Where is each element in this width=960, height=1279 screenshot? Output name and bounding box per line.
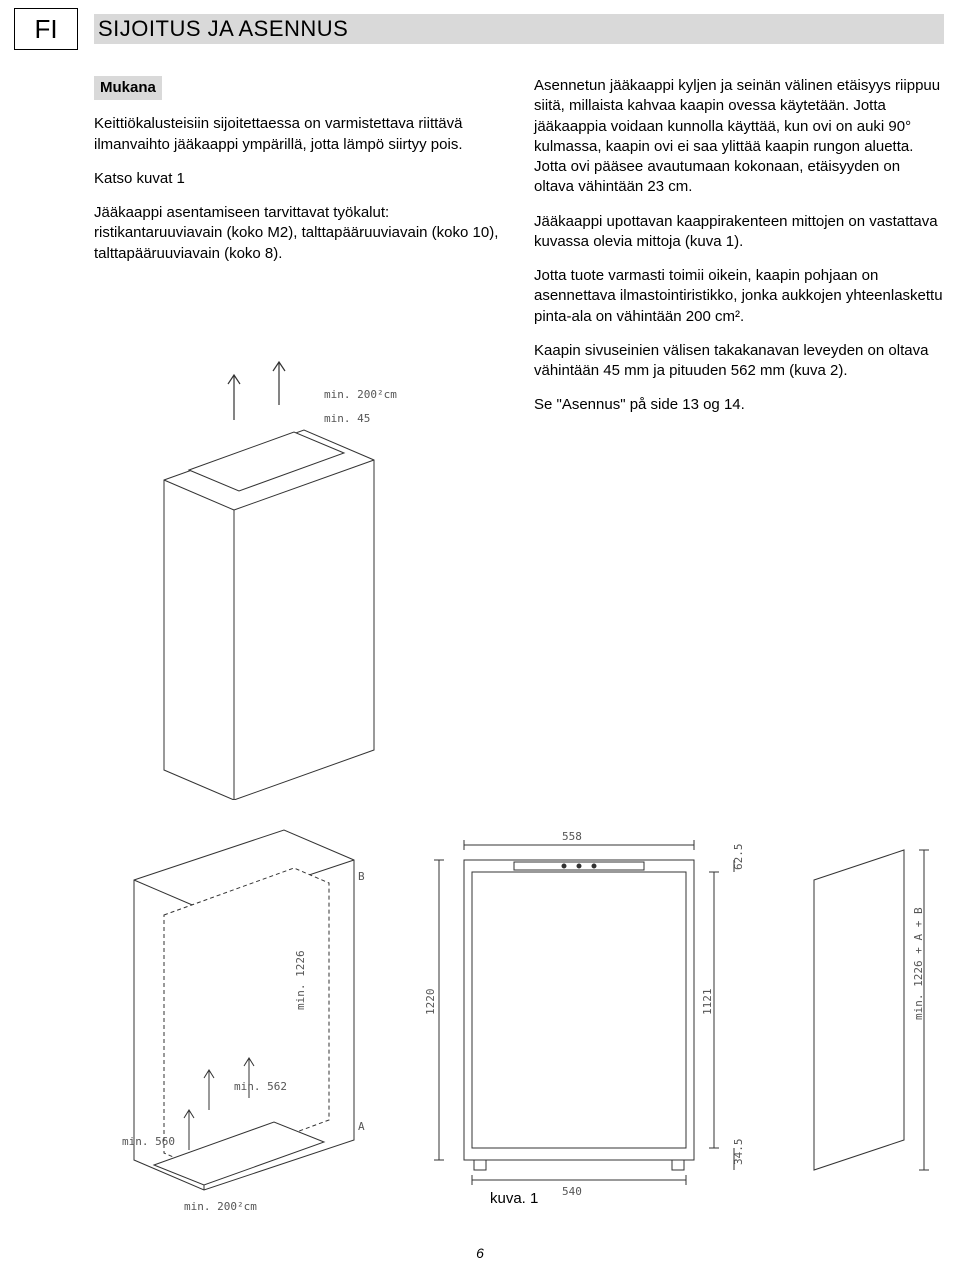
label-min560: min. 560: [122, 1135, 175, 1148]
label-A: A: [358, 1120, 365, 1133]
left-para-1: Keittiökalusteisiin sijoitettaessa on va…: [94, 114, 504, 155]
label-min45: min. 45: [324, 412, 370, 425]
label-1220: 1220: [424, 989, 437, 1016]
label-540: 540: [562, 1185, 582, 1198]
label-345: 34.5: [732, 1139, 745, 1166]
diagram-lower-row: min. 560 min. 562 min. 1226 B A min. 200…: [94, 810, 944, 1220]
right-para-3: Jotta tuote varmasti toimii oikein, kaap…: [534, 266, 944, 327]
left-para-2: Katso kuvat 1: [94, 169, 504, 189]
right-para-2: Jääkaappi upottavan kaappirakenteen mitt…: [534, 212, 944, 253]
subtitle: Mukana: [94, 76, 162, 100]
section-title-bar: SIJOITUS JA ASENNUS: [94, 14, 944, 44]
label-B: B: [358, 870, 365, 883]
label-panel: min. 1226 + A + B: [912, 907, 925, 1020]
right-para-4: Kaapin sivuseinien välisen takakanavan l…: [534, 341, 944, 382]
label-min200-bottom: min. 200²cm: [184, 1200, 257, 1213]
right-column: Asennetun jääkaappi kyljen ja seinän väl…: [534, 76, 944, 430]
figure-caption: kuva. 1: [490, 1190, 538, 1207]
label-min200: min. 200²cm: [324, 388, 397, 401]
fridge-front-diagram: [434, 840, 734, 1185]
label-625: 62.5: [732, 844, 745, 871]
right-para-5: Se "Asennus" på side 13 og 14.: [534, 395, 944, 415]
label-min1226: min. 1226: [294, 950, 307, 1010]
label-558: 558: [562, 830, 582, 843]
label-min562: min. 562: [234, 1080, 287, 1093]
section-title: SIJOITUS JA ASENNUS: [98, 16, 348, 42]
page-number: 6: [0, 1245, 960, 1261]
right-para-1: Asennetun jääkaappi kyljen ja seinän väl…: [534, 76, 944, 198]
diagram-upper-cabinet: min. 200²cm min. 45: [94, 350, 504, 800]
left-para-3: Jääkaappi asentamiseen tarvittavat työka…: [94, 203, 504, 264]
language-code-box: FI: [14, 8, 78, 50]
label-1121: 1121: [701, 989, 714, 1016]
